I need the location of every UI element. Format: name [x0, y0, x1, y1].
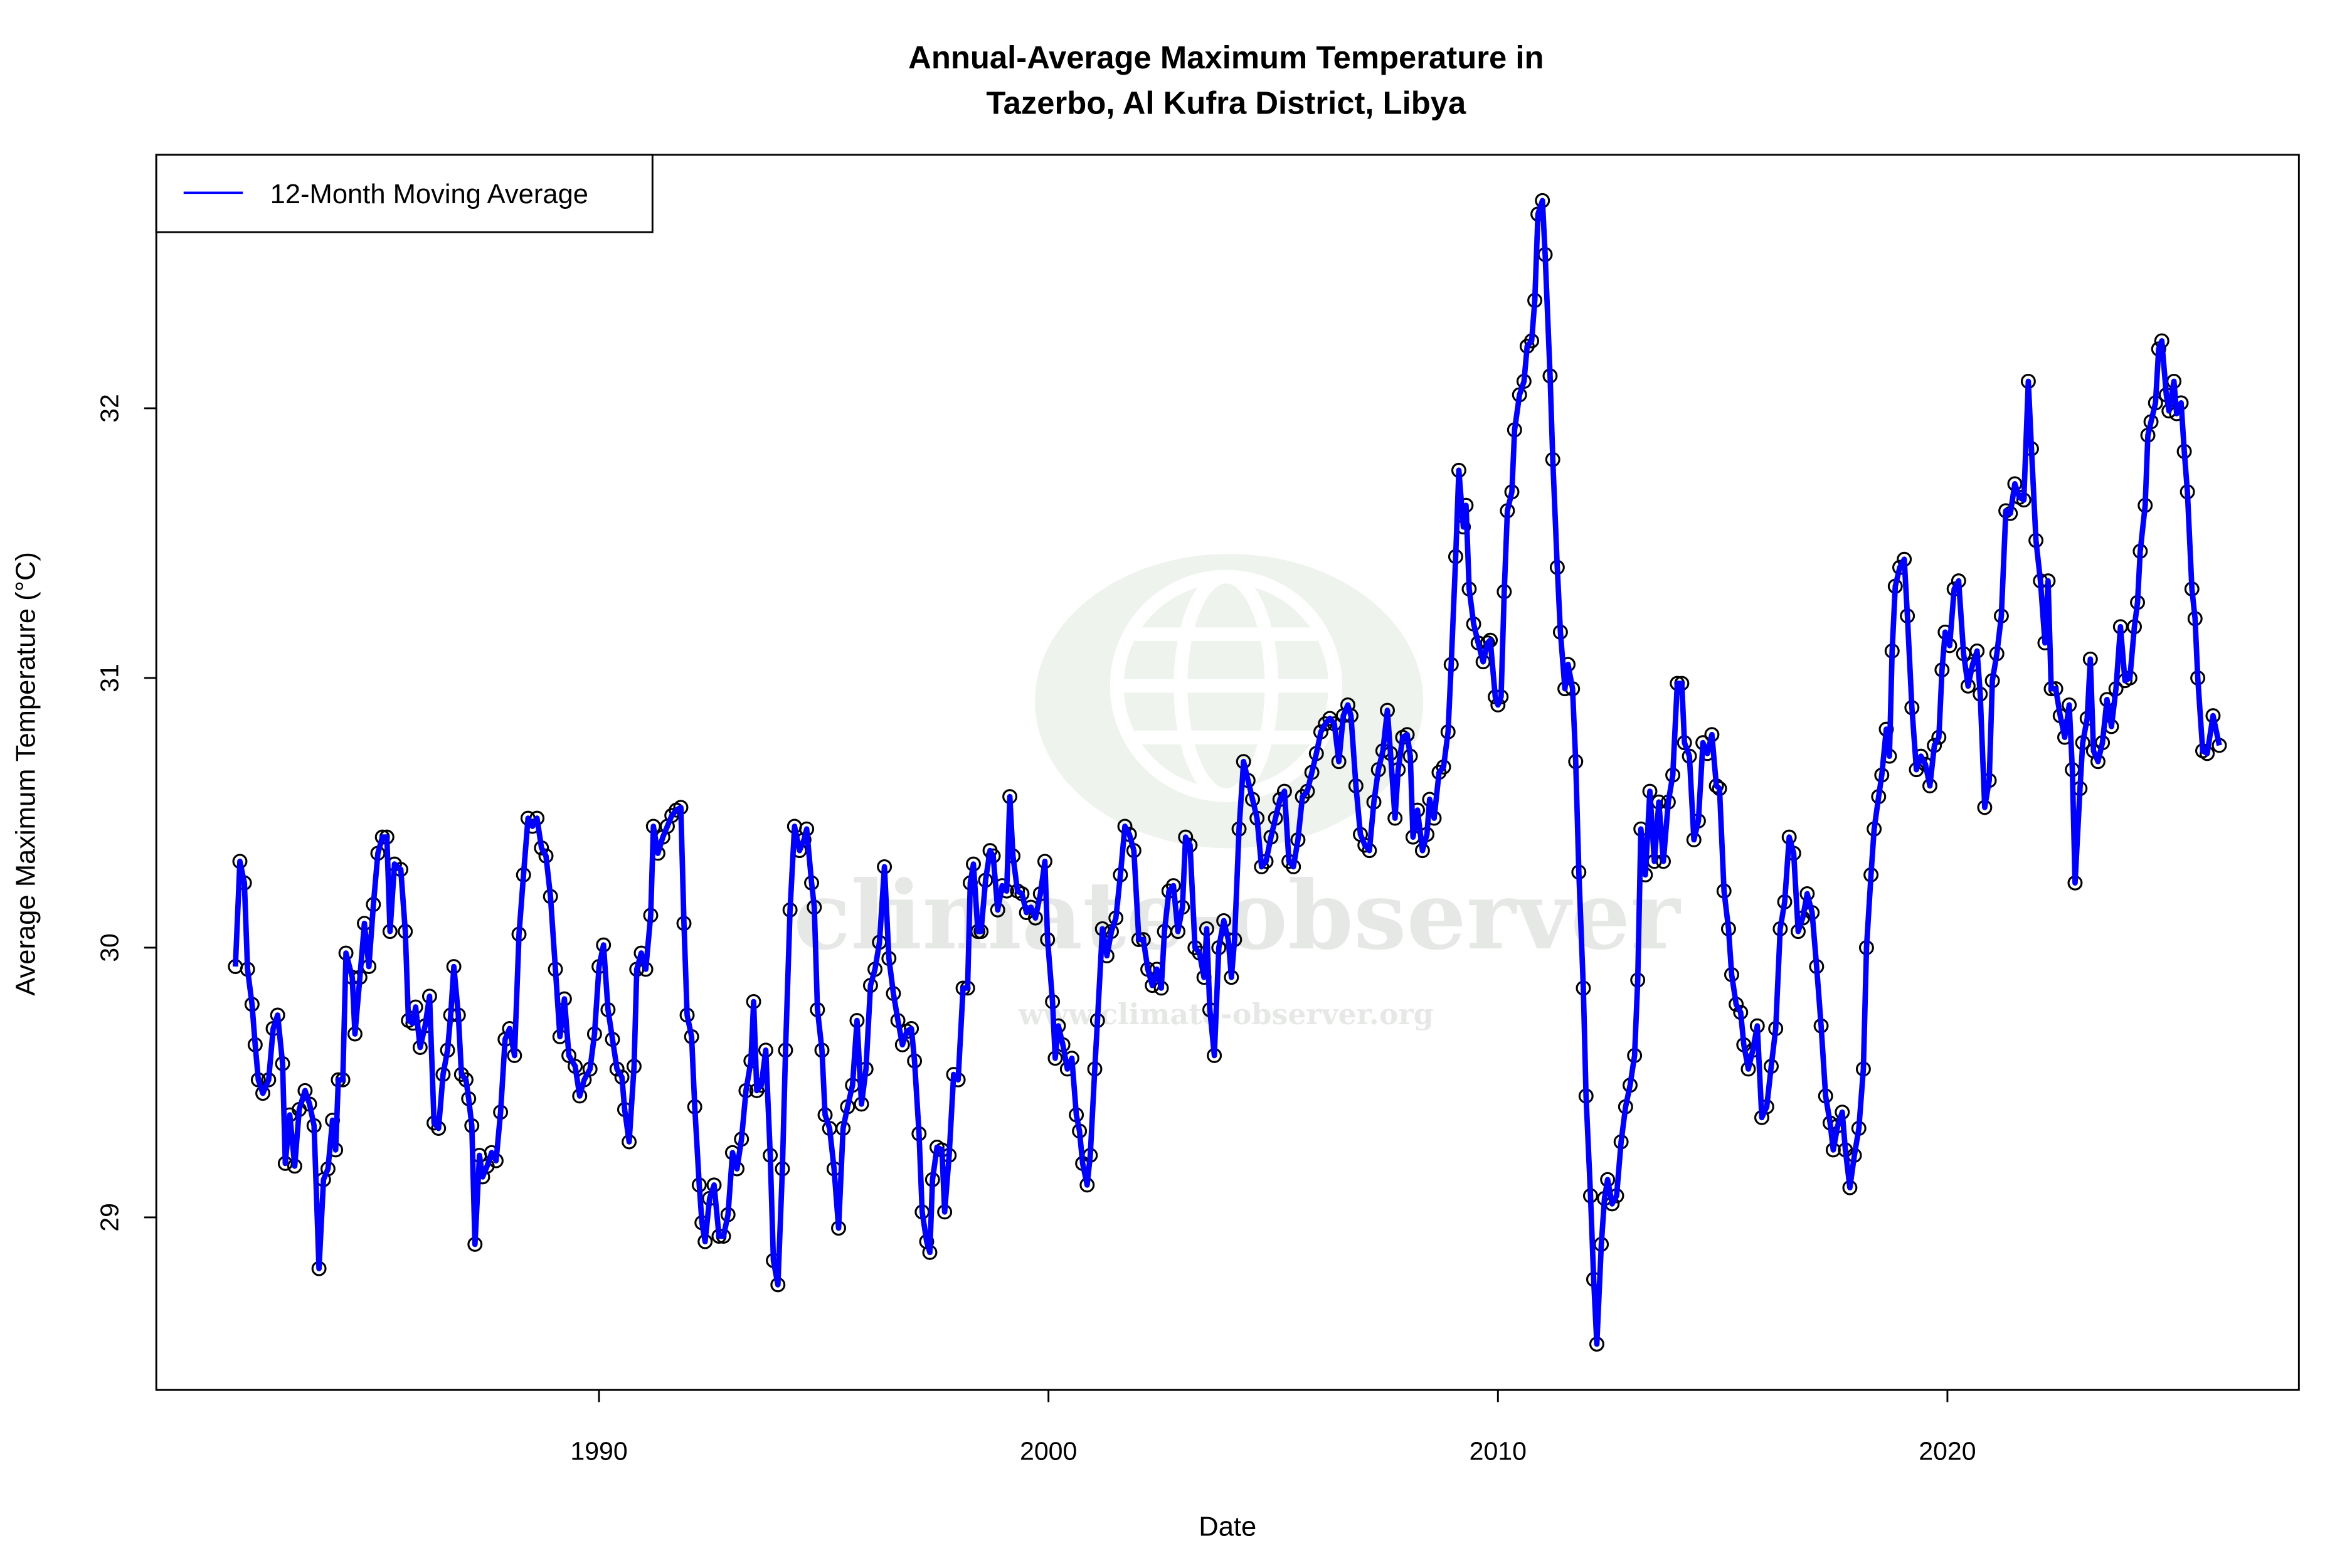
legend-label: 12-Month Moving Average [270, 179, 588, 209]
watermark: climate-observer www.climate-observer.or… [793, 554, 1682, 1031]
watermark-url: www.climate-observer.org [1018, 997, 1434, 1031]
y-tick-label: 32 [95, 394, 124, 423]
y-tick-label: 31 [95, 664, 124, 692]
x-tick-label: 1990 [570, 1436, 627, 1465]
chart-title-line-1: Annual-Average Maximum Temperature in [908, 40, 1544, 75]
x-axis: 1990 2000 2010 2020 [570, 1390, 1976, 1465]
x-tick-label: 2020 [1919, 1436, 1976, 1465]
series-line [232, 198, 2222, 1347]
chart-title-line-2: Tazerbo, Al Kufra District, Libya [986, 85, 1466, 120]
x-axis-label: Date [1199, 1512, 1256, 1542]
globe-icon [1110, 569, 1342, 802]
legend: 12-Month Moving Average [155, 154, 654, 233]
x-tick-label: 2000 [1020, 1436, 1077, 1465]
y-axis: 29 30 31 32 [95, 394, 157, 1232]
x-tick-label: 2010 [1470, 1436, 1527, 1465]
plot-marks [228, 193, 2227, 1352]
y-tick-label: 30 [95, 933, 124, 962]
y-tick-label: 29 [95, 1203, 124, 1232]
plot-frame [155, 154, 2300, 1391]
y-axis-label: Average Maximum Temperature (°C) [11, 552, 41, 996]
watermark-logo-ellipse [1035, 554, 1424, 849]
